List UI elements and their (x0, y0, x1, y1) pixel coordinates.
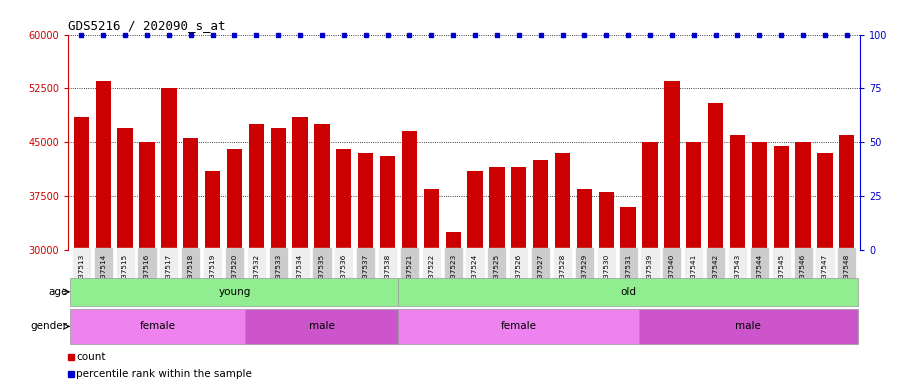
Bar (708, 103, 723, 384)
Bar (730, 135, 745, 384)
Bar (490, 167, 504, 384)
Bar (117, 128, 133, 384)
Bar (246, 309, 399, 344)
Bar (664, 81, 680, 384)
Text: old: old (620, 287, 636, 297)
Bar (399, 278, 858, 306)
Bar (639, 309, 858, 344)
Bar (74, 117, 89, 384)
Bar (599, 192, 614, 384)
Bar (248, 124, 264, 384)
Text: female: female (501, 321, 537, 331)
Bar (621, 207, 636, 384)
Bar (292, 117, 308, 384)
Bar (533, 160, 549, 384)
Bar (227, 149, 242, 384)
Bar (402, 131, 417, 384)
Bar (161, 88, 177, 384)
Text: male: male (309, 321, 335, 331)
Text: GDS5216 / 202090_s_at: GDS5216 / 202090_s_at (68, 19, 226, 32)
Text: count: count (76, 352, 106, 362)
Bar (686, 142, 702, 384)
Bar (336, 149, 351, 384)
Bar (752, 142, 767, 384)
Bar (774, 146, 789, 384)
Bar (642, 142, 658, 384)
Bar (424, 189, 439, 384)
Bar (70, 309, 246, 344)
Text: female: female (140, 321, 176, 331)
Bar (379, 156, 395, 384)
Bar (795, 142, 811, 384)
Text: percentile rank within the sample: percentile rank within the sample (76, 369, 252, 379)
Text: gender: gender (31, 321, 68, 331)
Text: male: male (735, 321, 762, 331)
Bar (577, 189, 592, 384)
Bar (314, 124, 329, 384)
Bar (511, 167, 526, 384)
Bar (839, 135, 854, 384)
Bar (183, 139, 198, 384)
Text: young: young (218, 287, 250, 297)
Bar (446, 232, 460, 384)
Bar (555, 153, 571, 384)
Bar (70, 278, 399, 306)
Bar (358, 153, 373, 384)
Bar (139, 142, 155, 384)
Bar (817, 153, 833, 384)
Bar (96, 81, 111, 384)
Text: age: age (48, 287, 68, 297)
Bar (270, 128, 286, 384)
Bar (468, 171, 482, 384)
Bar (399, 309, 639, 344)
Bar (205, 171, 220, 384)
